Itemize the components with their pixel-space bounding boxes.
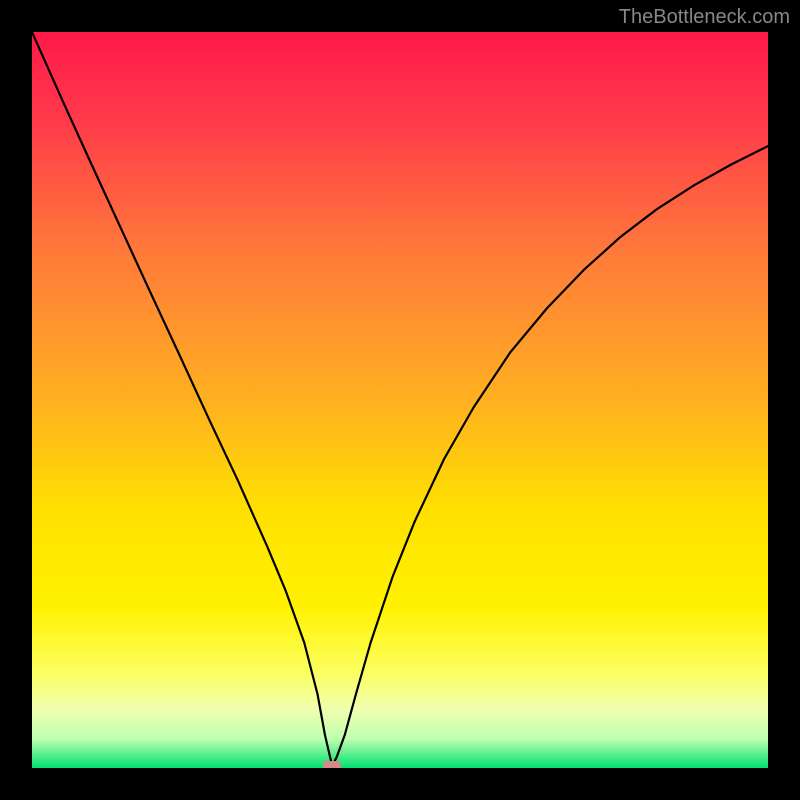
chart-plot-area: [32, 32, 768, 768]
optimal-point-marker: [323, 761, 341, 768]
watermark-text: TheBottleneck.com: [619, 6, 790, 29]
bottleneck-curve: [32, 32, 768, 768]
